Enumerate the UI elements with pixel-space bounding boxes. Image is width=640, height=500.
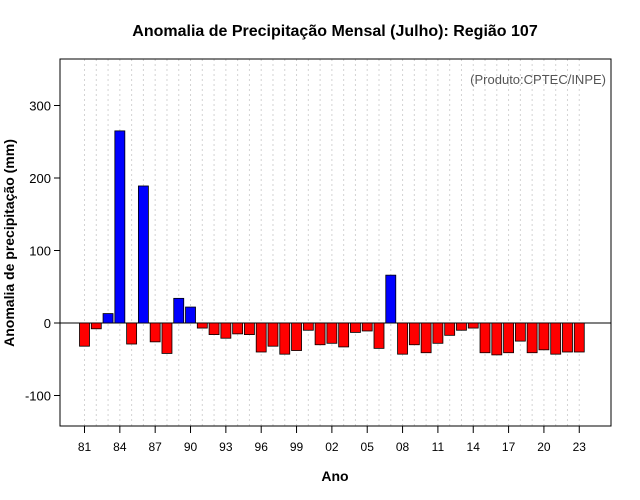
bar [114, 130, 126, 324]
bars [79, 130, 585, 356]
x-tick-label: 93 [219, 440, 233, 454]
bar [185, 306, 196, 324]
x-tick-label: 20 [537, 440, 551, 454]
x-tick-label: 08 [396, 440, 410, 454]
x-tick-label: 17 [502, 440, 516, 454]
x-tick-label: 99 [290, 440, 304, 454]
bar [350, 322, 361, 333]
bar [361, 322, 373, 332]
bar [196, 322, 208, 329]
y-tick-label: 0 [44, 316, 51, 331]
plot-frame [59, 58, 612, 427]
bar [503, 322, 514, 354]
bar [444, 322, 456, 336]
bar [291, 322, 302, 351]
x-tick-label: 84 [113, 440, 127, 454]
bar [456, 322, 467, 331]
chart-title: Anomalia de Precipitação Mensal (Julho):… [132, 23, 538, 40]
y-axis: -100 0 100 200 300 [25, 99, 60, 404]
bar [255, 322, 267, 353]
source-annotation: (Produto:CPTEC/INPE) [470, 72, 606, 87]
x-tick-label: 23 [573, 440, 587, 454]
bar [338, 322, 350, 348]
x-axis: 81 84 87 90 93 96 99 02 05 08 11 14 17 20 23 [78, 426, 586, 454]
bar [514, 322, 526, 342]
bar [326, 322, 338, 344]
x-tick-label: 96 [255, 440, 269, 454]
bar [432, 322, 444, 344]
bar [149, 322, 161, 343]
bar [220, 322, 232, 339]
bar [526, 322, 538, 354]
bar [373, 322, 385, 349]
y-tick-label: 300 [29, 99, 51, 114]
bar [102, 313, 114, 324]
x-tick-label: 90 [184, 440, 198, 454]
grid-lines [84, 59, 580, 426]
bar [397, 322, 408, 355]
bar [90, 322, 102, 330]
x-tick-label: 05 [361, 440, 375, 454]
bar [126, 322, 138, 345]
bar [267, 322, 279, 347]
x-tick-label: 87 [149, 440, 163, 454]
x-tick-label: 14 [467, 440, 481, 454]
x-tick-label: 02 [325, 440, 339, 454]
y-tick-label: 100 [29, 244, 51, 259]
bar [479, 322, 491, 354]
bar [573, 322, 585, 353]
bar [491, 322, 503, 356]
bar [408, 322, 420, 346]
bar [302, 322, 314, 331]
bar [550, 322, 562, 355]
bar [79, 322, 90, 347]
bar [208, 322, 220, 336]
bar [385, 274, 397, 324]
bar [314, 322, 326, 346]
y-tick-label: -100 [25, 389, 51, 404]
y-axis-title: Anomalia de precipitação (mm) [1, 139, 17, 347]
bar [137, 185, 149, 324]
bar [244, 322, 255, 336]
bar [538, 322, 550, 351]
bar [161, 322, 173, 354]
x-tick-label: 81 [78, 440, 92, 454]
bar [232, 322, 244, 335]
x-axis-title: Ano [321, 468, 348, 484]
bar [467, 322, 479, 329]
bar [562, 322, 573, 353]
bar [173, 297, 185, 324]
x-tick-label: 11 [432, 440, 445, 454]
bar [279, 322, 291, 355]
y-tick-label: 200 [29, 171, 51, 186]
bar [420, 322, 432, 354]
